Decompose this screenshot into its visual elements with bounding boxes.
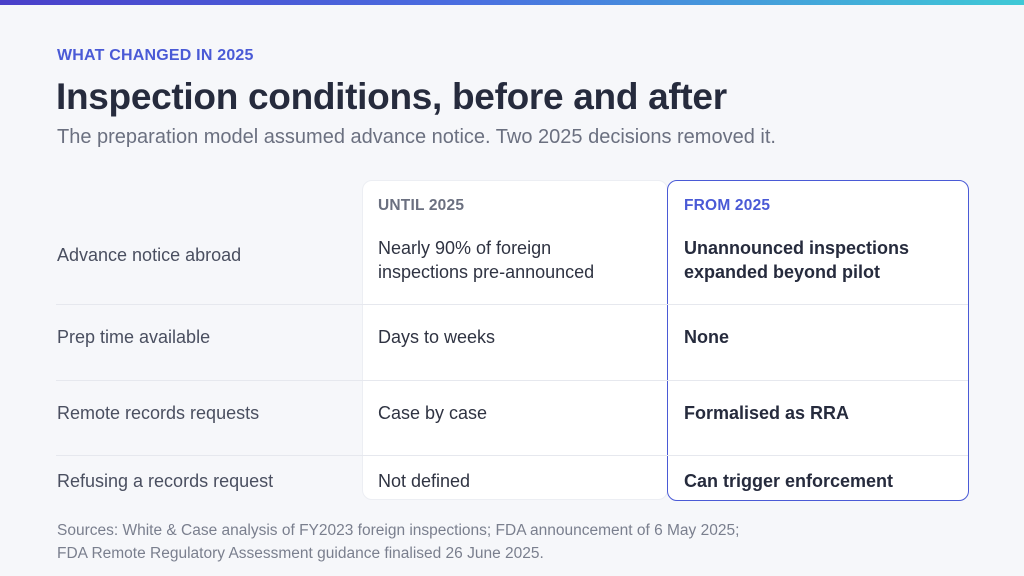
sources-line: Sources: White & Case analysis of FY2023… xyxy=(57,522,740,539)
from-value-prep-time: None xyxy=(684,327,729,347)
sources-line: FDA Remote Regulatory Assessment guidanc… xyxy=(57,545,544,562)
row-divider xyxy=(56,380,968,381)
top-accent-bar xyxy=(0,0,1024,5)
row-label-remote-records: Remote records requests xyxy=(57,403,260,423)
from-value-line: Unannounced inspections xyxy=(684,238,910,258)
until-column-panel xyxy=(362,180,668,500)
until-value-advance-notice: Nearly 90% of foreign inspections pre-an… xyxy=(378,236,658,284)
from-column-panel xyxy=(667,180,969,501)
column-header-until: UNTIL 2025 xyxy=(378,197,465,214)
until-value-line: Nearly 90% of foreign xyxy=(378,238,552,258)
page-title: Inspection conditions, before and after xyxy=(56,76,727,117)
from-value-advance-notice: Unannounced inspections expanded beyond … xyxy=(684,236,959,284)
from-value-remote-records: Formalised as RRA xyxy=(684,403,850,423)
eyebrow-label: WHAT CHANGED IN 2025 xyxy=(57,47,254,64)
until-value-refusing-request: Not defined xyxy=(378,471,471,491)
until-value-remote-records: Case by case xyxy=(378,403,488,423)
page-subtitle: The preparation model assumed advance no… xyxy=(57,126,776,148)
until-value-prep-time: Days to weeks xyxy=(378,327,496,347)
row-divider xyxy=(56,455,968,456)
row-label-prep-time: Prep time available xyxy=(57,327,211,347)
from-value-refusing-request: Can trigger enforcement xyxy=(684,471,894,491)
row-label-advance-notice: Advance notice abroad xyxy=(57,245,242,265)
column-header-from: FROM 2025 xyxy=(684,197,771,214)
until-value-line: inspections pre-announced xyxy=(378,262,595,282)
sources-footnote: Sources: White & Case analysis of FY2023… xyxy=(57,519,739,565)
from-value-line: expanded beyond pilot xyxy=(684,262,881,282)
row-divider xyxy=(56,304,968,305)
row-label-refusing-request: Refusing a records request xyxy=(57,471,274,491)
